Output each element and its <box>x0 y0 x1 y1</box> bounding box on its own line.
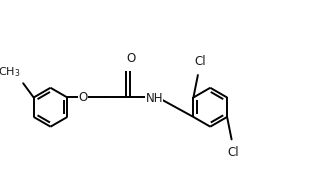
Text: NH: NH <box>145 92 163 105</box>
Text: Cl: Cl <box>228 146 239 159</box>
Text: O: O <box>79 91 88 104</box>
Text: CH$_3$: CH$_3$ <box>0 65 21 79</box>
Text: O: O <box>126 52 135 65</box>
Text: Cl: Cl <box>194 55 205 68</box>
